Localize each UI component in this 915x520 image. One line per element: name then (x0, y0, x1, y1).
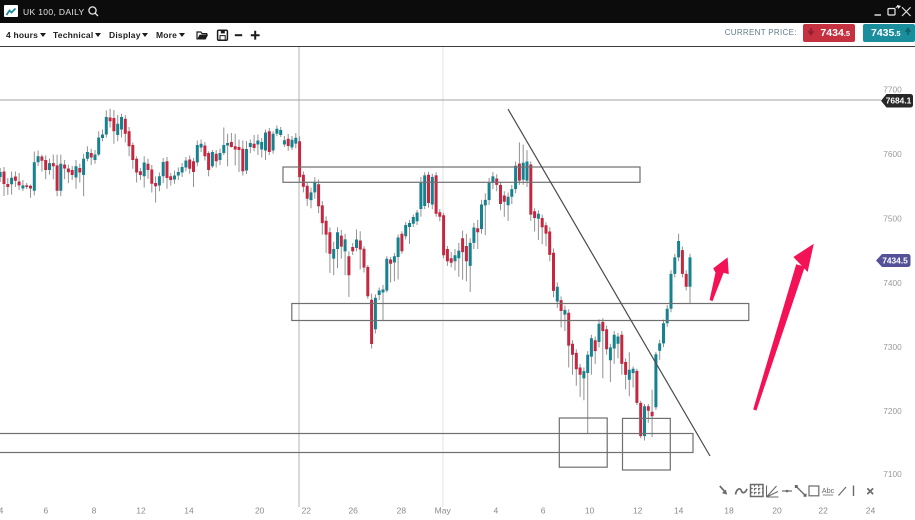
svg-text:7400: 7400 (883, 278, 902, 288)
svg-text:7600: 7600 (883, 149, 902, 159)
svg-text:7100: 7100 (883, 469, 902, 479)
svg-text:12: 12 (136, 506, 146, 516)
svg-text:7700: 7700 (883, 84, 902, 94)
svg-text:8: 8 (92, 506, 97, 516)
svg-text:6: 6 (541, 506, 546, 516)
svg-text:12: 12 (633, 506, 643, 516)
svg-text:Abc: Abc (822, 486, 835, 495)
svg-text:22: 22 (818, 506, 828, 516)
svg-text:10: 10 (585, 506, 595, 516)
svg-text:4: 4 (0, 506, 4, 516)
svg-text:20: 20 (255, 506, 265, 516)
svg-text:18: 18 (724, 506, 734, 516)
svg-text:7684.1: 7684.1 (886, 95, 912, 105)
svg-text:14: 14 (184, 506, 194, 516)
svg-text:24: 24 (866, 506, 876, 516)
svg-text:14: 14 (674, 506, 684, 516)
svg-text:7500: 7500 (883, 214, 902, 224)
svg-text:7200: 7200 (883, 406, 902, 416)
svg-text:7300: 7300 (883, 342, 902, 352)
svg-text:May: May (435, 506, 452, 516)
svg-text:6: 6 (44, 506, 49, 516)
svg-text:28: 28 (397, 506, 407, 516)
svg-text:22: 22 (302, 506, 312, 516)
svg-text:20: 20 (772, 506, 782, 516)
svg-text:4: 4 (494, 506, 499, 516)
svg-text:7434.5: 7434.5 (882, 255, 908, 265)
svg-text:26: 26 (348, 506, 358, 516)
